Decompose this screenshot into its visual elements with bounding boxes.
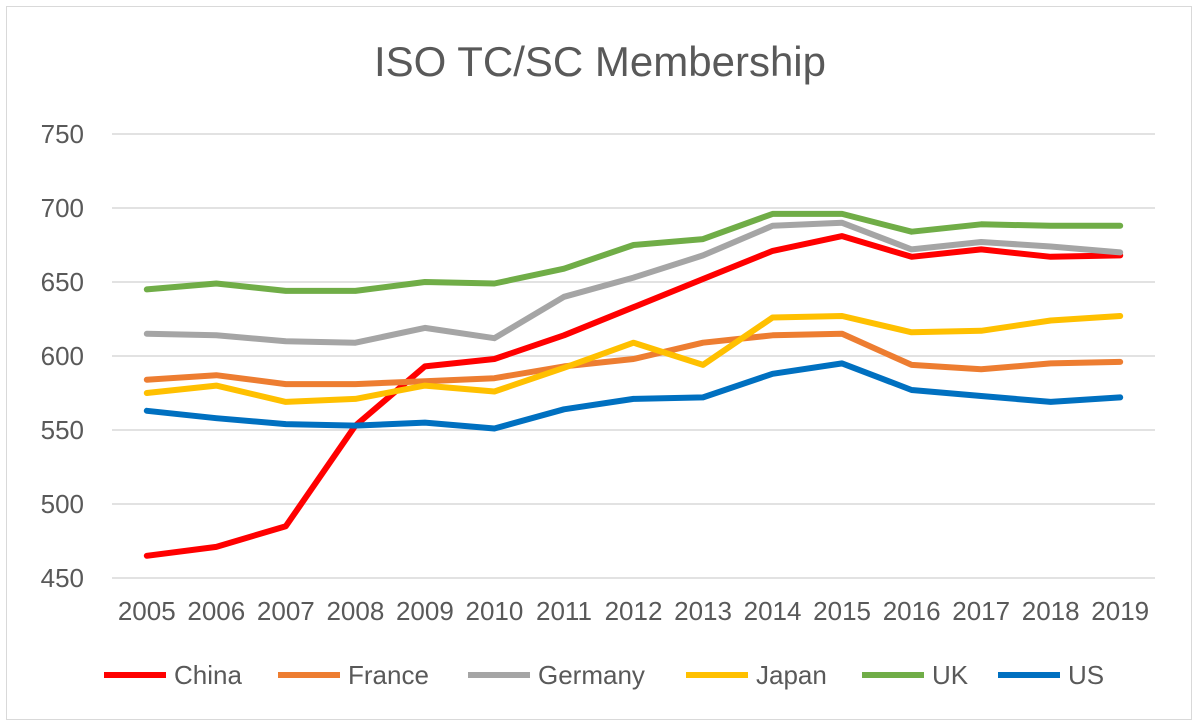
legend-label-germany: Germany <box>538 660 645 690</box>
series-line-germany <box>143 219 1124 346</box>
series-line-japan <box>143 313 1124 405</box>
x-tick-label: 2019 <box>1091 596 1149 626</box>
legend-label-china: China <box>174 660 242 690</box>
y-tick-label: 700 <box>41 193 84 223</box>
y-tick-label: 600 <box>41 341 84 371</box>
x-tick-label: 2006 <box>187 596 245 626</box>
series-line-china <box>143 233 1124 559</box>
x-tick-label: 2014 <box>744 596 802 626</box>
x-tick-label: 2013 <box>674 596 732 626</box>
y-tick-label: 550 <box>41 415 84 445</box>
x-tick-label: 2015 <box>813 596 871 626</box>
series-line-uk <box>143 210 1124 294</box>
legend-label-uk: UK <box>932 660 969 690</box>
y-tick-label: 450 <box>41 563 84 593</box>
series-line-france <box>143 330 1124 388</box>
series-line-us <box>143 360 1124 432</box>
x-tick-label: 2017 <box>952 596 1010 626</box>
legend-label-france: France <box>348 660 429 690</box>
gridlines <box>112 133 1155 579</box>
x-tick-label: 2011 <box>536 596 592 626</box>
legend-label-us: US <box>1068 660 1104 690</box>
x-tick-label: 2010 <box>466 596 524 626</box>
y-tick-label: 750 <box>41 119 84 149</box>
legend: China France Germany Japan UK US <box>104 660 1104 690</box>
chart-title: ISO TC/SC Membership <box>373 38 826 85</box>
x-tick-label: 2007 <box>257 596 315 626</box>
x-tick-label: 2018 <box>1022 596 1080 626</box>
x-tick-label: 2009 <box>396 596 454 626</box>
y-tick-label: 500 <box>41 489 84 519</box>
x-tick-label: 2012 <box>605 596 663 626</box>
y-tick-label: 650 <box>41 267 84 297</box>
series-lines <box>143 210 1124 559</box>
x-axis-ticks: 2005 2006 2007 2008 2009 2010 2011 2012 2013 2014… <box>118 596 1149 626</box>
x-tick-label: 2016 <box>883 596 941 626</box>
y-axis-ticks: 450 500 550 600 650 700 750 <box>41 119 84 593</box>
x-tick-label: 2008 <box>326 596 384 626</box>
legend-label-japan: Japan <box>756 660 827 690</box>
x-tick-label: 2005 <box>118 596 176 626</box>
